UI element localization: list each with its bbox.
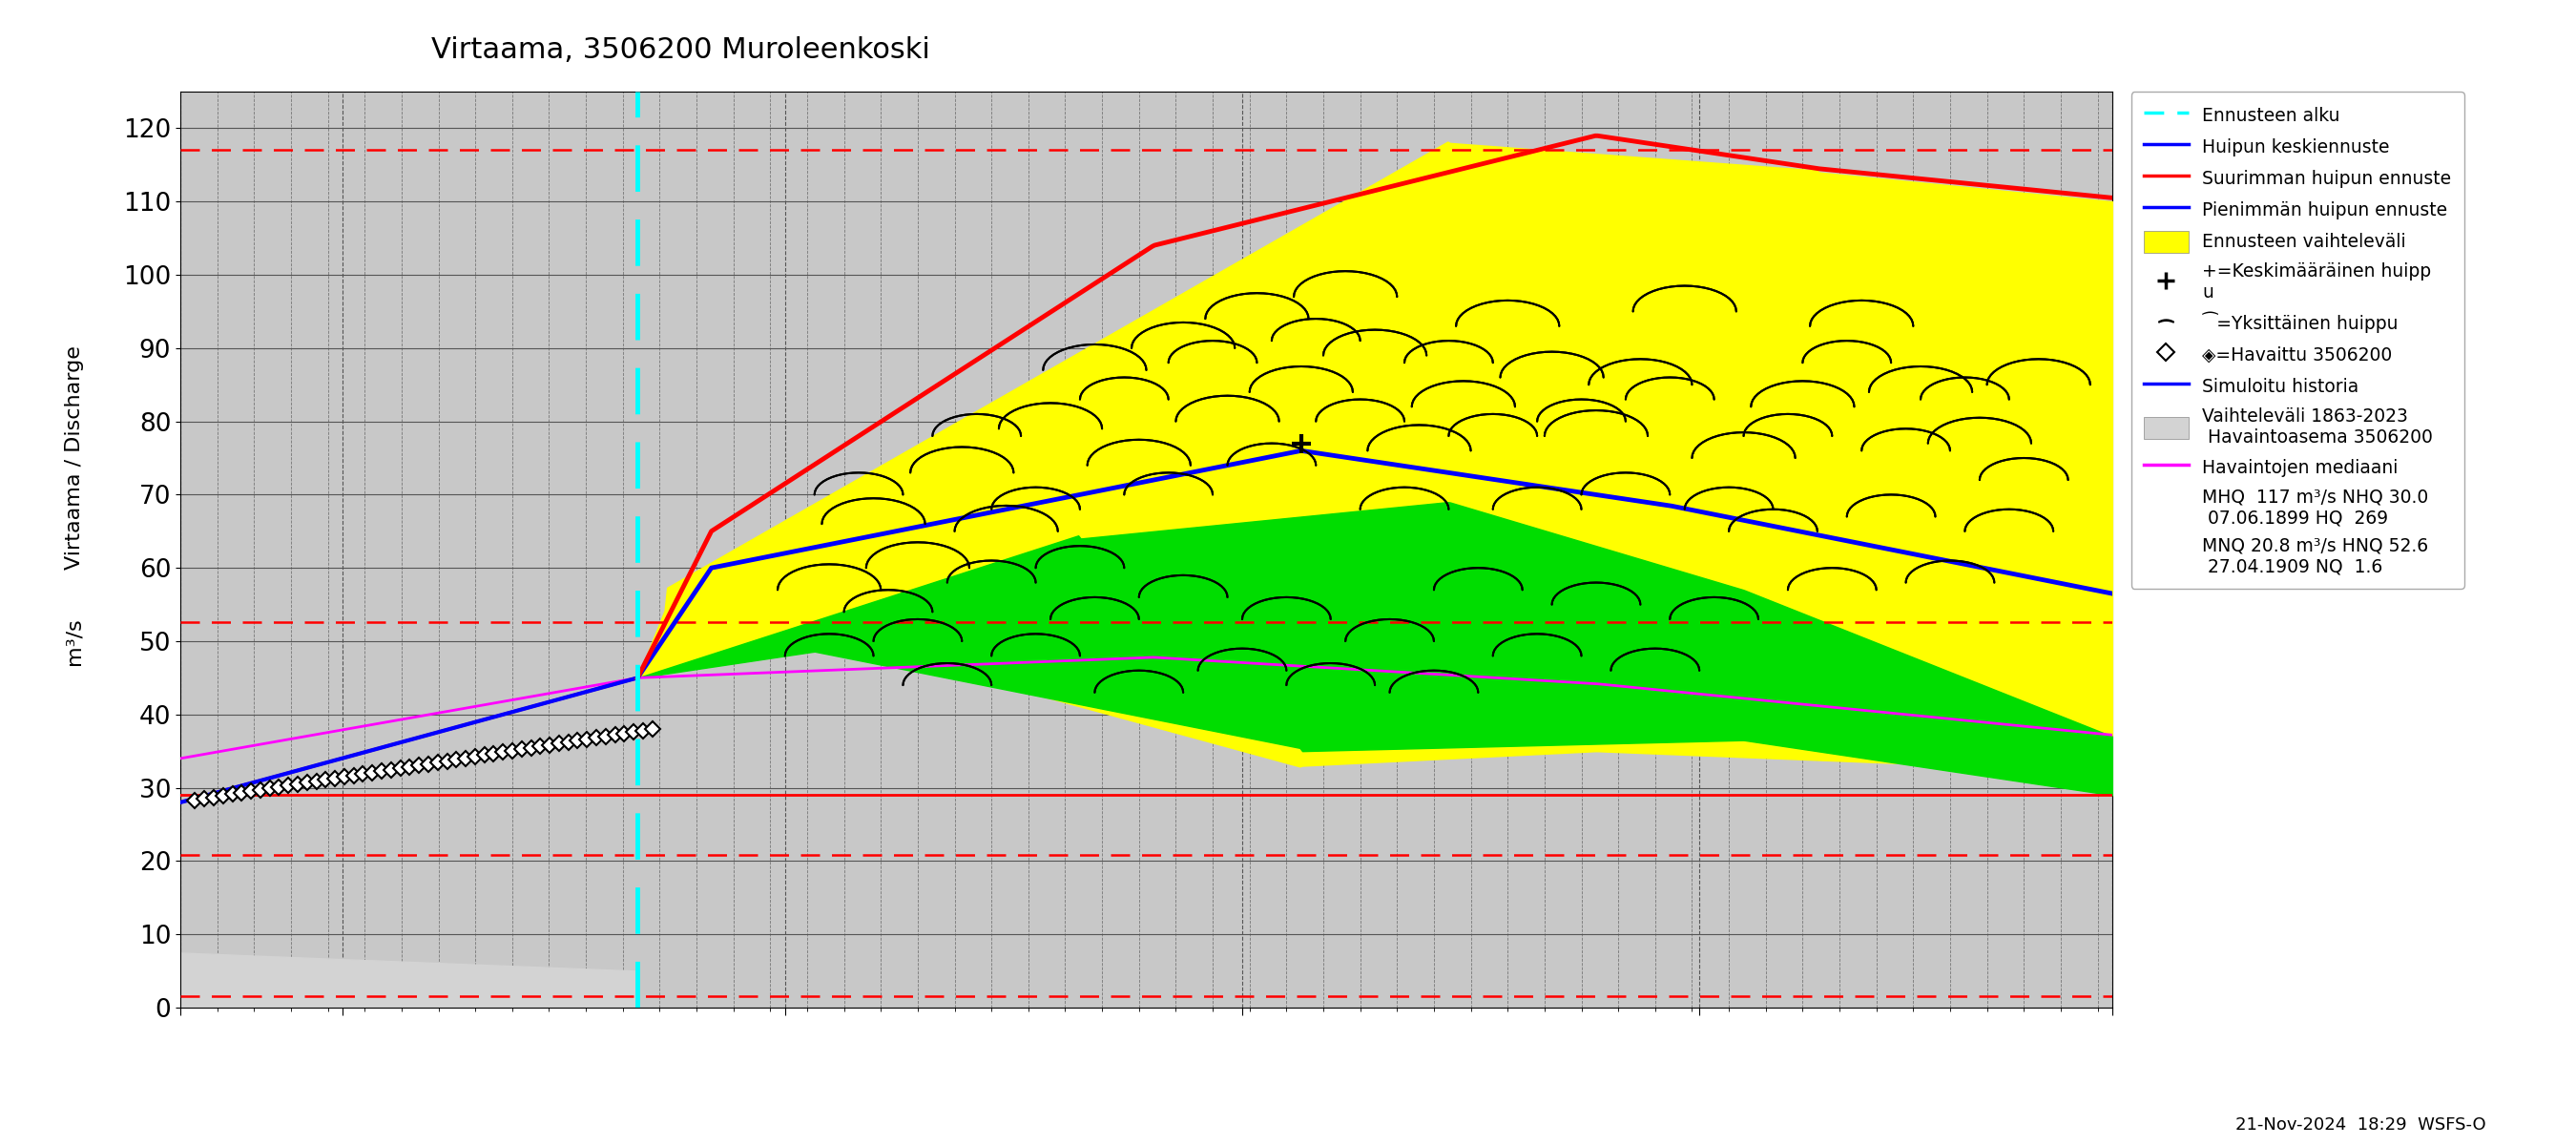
Text: Virtaama / Discharge: Virtaama / Discharge — [64, 346, 82, 570]
Text: m³/s: m³/s — [64, 617, 82, 665]
Legend: Ennusteen alku, Huipun keskiennuste, Suurimman huipun ennuste, Pienimmän huipun : Ennusteen alku, Huipun keskiennuste, Suu… — [2130, 92, 2465, 589]
Text: 21-Nov-2024  18:29  WSFS-O: 21-Nov-2024 18:29 WSFS-O — [2236, 1116, 2486, 1134]
Text: Virtaama, 3506200 Muroleenkoski: Virtaama, 3506200 Muroleenkoski — [430, 37, 930, 64]
